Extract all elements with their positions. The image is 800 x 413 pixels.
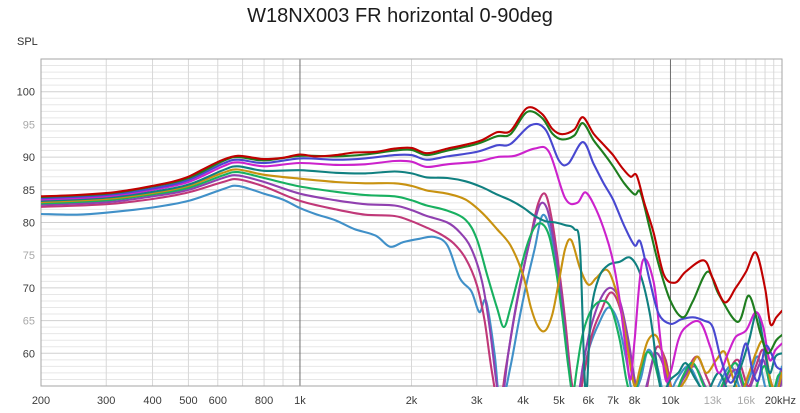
x-tick-label: 6k [582, 395, 594, 407]
y-tick-label: 100 [17, 87, 35, 99]
y-tick-label: 70 [23, 283, 35, 295]
curves-layer [41, 106, 782, 387]
x-tick-label: 16k [737, 395, 755, 407]
x-tick-label: 5k [553, 395, 565, 407]
fr-curve-30° [41, 145, 782, 383]
x-tick-label: 600 [209, 395, 227, 407]
x-tick-label: 300 [97, 395, 115, 407]
plot-border [40, 58, 783, 387]
y-tick-label: 65 [23, 316, 35, 328]
x-tick-label: 2k [406, 395, 418, 407]
y-tick-label: 75 [23, 250, 35, 262]
spl-axis-label: SPL [17, 36, 38, 48]
x-tick-label: 3k [471, 395, 483, 407]
y-tick-label: 95 [23, 119, 35, 131]
fr-curve-60° [41, 170, 782, 387]
fr-curve-70° [41, 174, 782, 387]
x-tick-label: 200 [32, 395, 50, 407]
fr-curve-20° [41, 122, 782, 384]
x-tick-label: 10k [662, 395, 680, 407]
x-tick-label: 20kHz [765, 395, 796, 407]
chart-title: W18NX003 FR horizontal 0-90deg [247, 5, 553, 27]
y-tick-label: 90 [23, 152, 35, 164]
x-tick-label: 13k [704, 395, 722, 407]
y-tick-label: 60 [23, 348, 35, 360]
x-tick-label: 4k [517, 395, 529, 407]
y-tick-label: 85 [23, 185, 35, 197]
x-tick-label: 800 [255, 395, 273, 407]
x-tick-label: 400 [143, 395, 161, 407]
fr-curve-0° [41, 106, 782, 327]
x-tick-label: 500 [179, 395, 197, 407]
x-tick-label: 7k [607, 395, 619, 407]
x-tick-label: 1k [294, 395, 306, 407]
y-tick-label: 80 [23, 218, 35, 230]
x-tick-label: 8k [629, 395, 641, 407]
fr-curve-90° [41, 184, 782, 387]
